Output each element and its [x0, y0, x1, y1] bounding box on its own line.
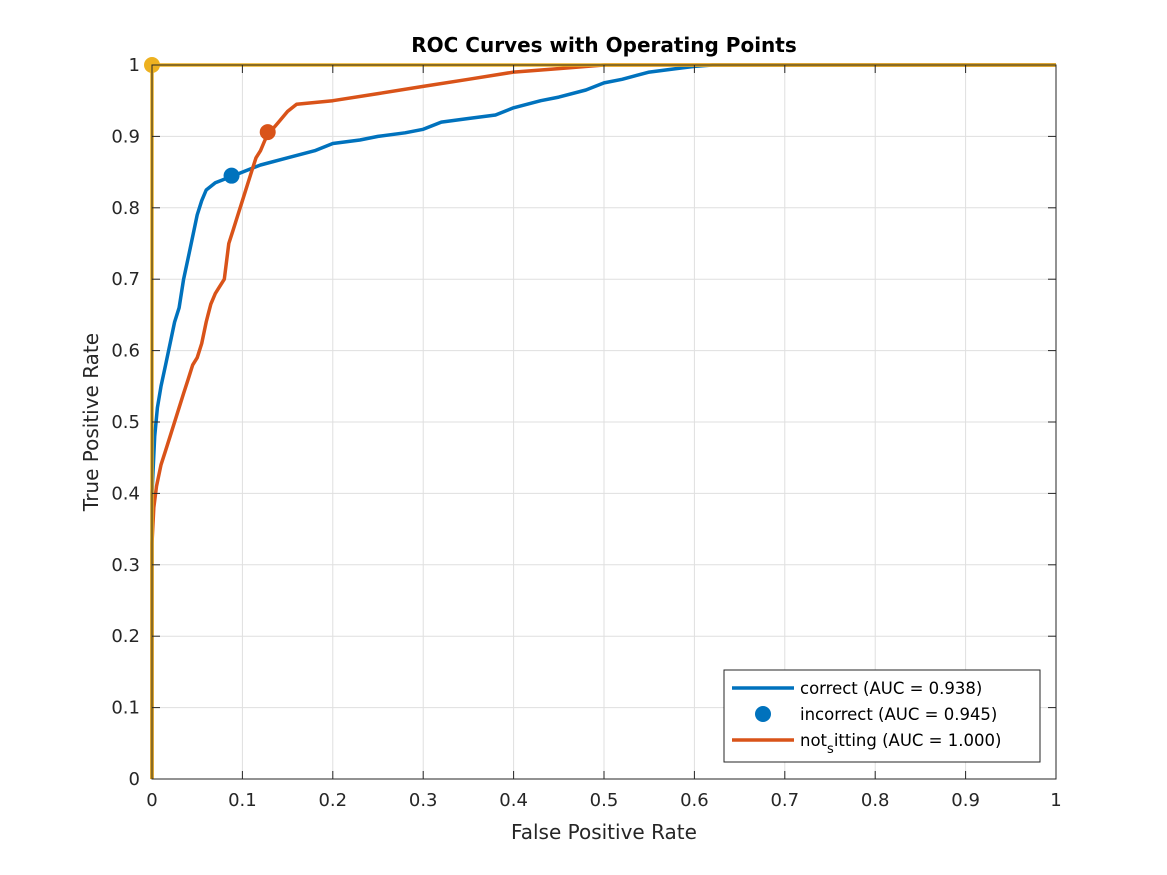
x-tick-label: 1 [1050, 790, 1061, 811]
x-tick-label: 0.9 [951, 790, 980, 811]
legend: correct (AUC = 0.938) incorrect (AUC = 0.… [723, 669, 1041, 763]
y-tick-label: 0.2 [111, 626, 140, 647]
x-tick-label: 0.1 [228, 790, 257, 811]
y-tick-label: 0.6 [111, 341, 140, 362]
x-tick-label: 0.4 [499, 790, 528, 811]
axes-box [151, 64, 1057, 780]
y-tick-label: 0.8 [111, 198, 140, 219]
legend-text-main: incorrect (AUC = 0.945) [800, 705, 997, 724]
x-tick-label: 0.7 [770, 790, 799, 811]
x-tick-label: 0.8 [861, 790, 890, 811]
series-correct-line [150, 63, 1056, 779]
x-tick-label: 0.5 [590, 790, 619, 811]
tick-labels: 0 0.1 0.2 0.3 0.4 0.5 0.6 0.7 0.8 0.9 1 0 0.1 0.2 0.3 0… [111, 55, 1061, 811]
legend-entry-label: correct (AUC = 0.938) [800, 679, 982, 698]
y-tick-label: 0.4 [111, 483, 140, 504]
legend-entry-label: notsitting (AUC = 1.000) [800, 731, 1001, 757]
y-tick-label: 0.3 [111, 555, 140, 576]
y-axis-label: True Positive Rate [79, 333, 103, 512]
x-tick-label: 0.6 [680, 790, 709, 811]
x-tick-label: 0.3 [409, 790, 438, 811]
operating-points [144, 57, 276, 184]
x-tick-label: 0.2 [318, 790, 347, 811]
legend-text-subscript: s [827, 742, 834, 757]
x-tick-label: 0 [146, 790, 157, 811]
y-tick-label: 0.1 [111, 698, 140, 719]
operating-point [259, 124, 276, 141]
legend-entry-label: incorrect (AUC = 0.945) [800, 705, 997, 724]
chart-title: ROC Curves with Operating Points [411, 33, 797, 57]
y-tick-label: 0 [129, 769, 140, 790]
operating-point [223, 167, 240, 184]
y-tick-label: 0.9 [111, 126, 140, 147]
legend-dot-swatch [755, 706, 771, 722]
y-tick-label: 1 [129, 55, 140, 76]
legend-text-main: correct (AUC = 0.938) [800, 679, 982, 698]
y-tick-label: 0.7 [111, 269, 140, 290]
legend-box [723, 669, 1041, 763]
axes [151, 64, 1057, 780]
legend-text-rest: itting (AUC = 1.000) [834, 731, 1002, 750]
legend-text-main: not [800, 731, 828, 750]
series-not-sitting-line [150, 63, 1056, 779]
y-tick-label: 0.5 [111, 412, 140, 433]
x-axis-label: False Positive Rate [511, 820, 697, 844]
